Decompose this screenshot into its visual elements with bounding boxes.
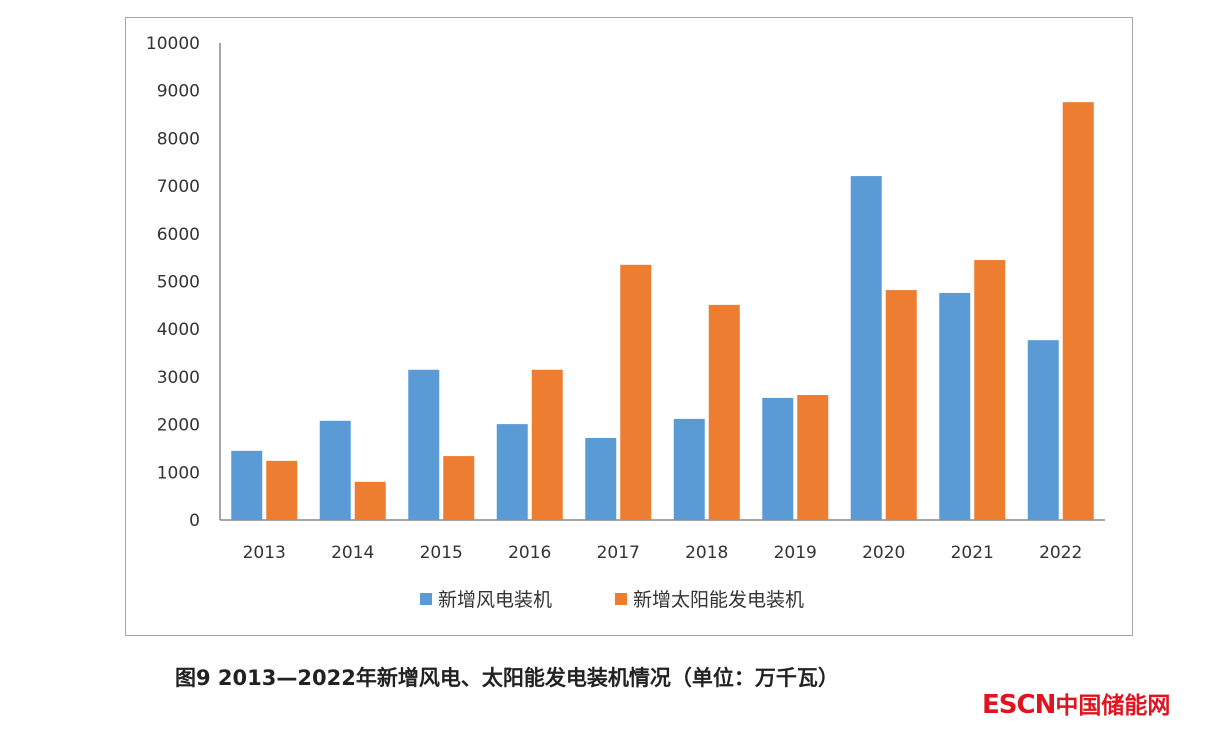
chart-frame [125, 17, 1133, 636]
x-tick-label: 2020 [862, 543, 905, 563]
legend-swatch-0 [420, 593, 432, 605]
bar-solar-2013 [266, 460, 298, 520]
legend-label-1: 新增太阳能发电装机 [633, 589, 804, 611]
x-tick-label: 2017 [597, 543, 640, 563]
bar-solar-2022 [1062, 102, 1094, 520]
bar-wind-2021 [939, 292, 971, 520]
bar-wind-2019 [762, 397, 794, 520]
y-tick-label: 1000 [157, 463, 200, 483]
bar-wind-2015 [408, 369, 440, 520]
y-tick-label: 7000 [157, 177, 200, 197]
bar-wind-2022 [1027, 340, 1059, 520]
bar-solar-2014 [354, 481, 386, 520]
bar-wind-2020 [850, 176, 882, 520]
y-tick-label: 10000 [146, 34, 200, 54]
bar-solar-2021 [974, 260, 1006, 520]
y-tick-label: 3000 [157, 368, 200, 388]
y-tick-label: 4000 [157, 320, 200, 340]
figure-caption: 图9 2013—2022年新增风电、太阳能发电装机情况（单位：万千瓦） [175, 666, 839, 690]
bar-wind-2013 [231, 450, 263, 520]
y-tick-label: 9000 [157, 82, 200, 102]
x-tick-label: 2022 [1039, 543, 1082, 563]
x-tick-label: 2014 [331, 543, 374, 563]
legend-label-0: 新增风电装机 [438, 589, 552, 611]
x-tick-label: 2015 [420, 543, 463, 563]
bar-wind-2017 [585, 437, 617, 520]
x-tick-label: 2016 [508, 543, 551, 563]
y-tick-label: 5000 [157, 273, 200, 293]
y-tick-label: 8000 [157, 129, 200, 149]
bar-solar-2017 [620, 264, 652, 520]
y-tick-label: 0 [189, 511, 200, 531]
y-tick-label: 6000 [157, 225, 200, 245]
bar-wind-2014 [319, 420, 351, 520]
bar-solar-2020 [885, 290, 917, 520]
bar-solar-2015 [443, 456, 475, 520]
escn-watermark-logo: ESCN中国储能网 [982, 686, 1170, 720]
y-tick-label: 2000 [157, 416, 200, 436]
x-tick-label: 2018 [685, 543, 728, 563]
x-tick-label: 2019 [774, 543, 817, 563]
watermark-en: ESCN [982, 690, 1056, 720]
bar-wind-2016 [496, 424, 528, 520]
bar-solar-2019 [797, 395, 829, 520]
watermark-cn: 中国储能网 [1055, 693, 1171, 719]
bar-solar-2018 [708, 304, 740, 520]
bar-solar-2016 [531, 369, 563, 520]
x-tick-label: 2021 [951, 543, 994, 563]
legend-swatch-1 [615, 593, 627, 605]
bar-wind-2018 [673, 418, 705, 520]
x-tick-label: 2013 [243, 543, 286, 563]
